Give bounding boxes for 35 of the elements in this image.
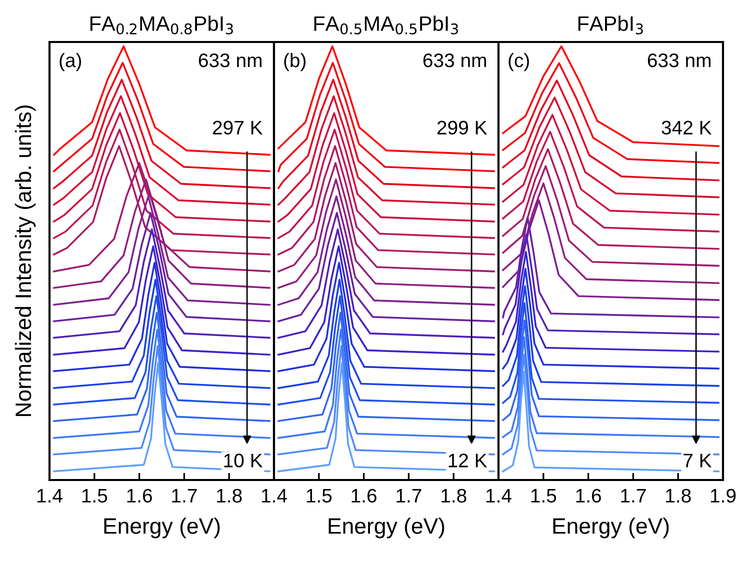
annotation: 12 K [448,454,488,468]
x-tick-label: 1.6 [576,488,601,503]
annotation: 297 K [212,120,263,135]
x-tick-label: 1.4 [486,489,512,502]
annotation: 633 nm [198,53,262,68]
x-tick-label: 1.8 [666,488,691,503]
x-tick-label: 1.6 [352,488,376,503]
x-tick-label: 1.8 [442,488,466,503]
x-tick-label: 1.4 [262,489,287,502]
chart-title: FAPbI$_{3}$ [578,16,643,34]
x-tick-label: 1.8 [217,488,242,503]
x-tick-label: 1.6 [127,488,152,503]
chart-title: FA$_{0.5}$MA$_{0.5}$PbI$_{3}$ [314,16,458,34]
annotation: (c) [508,52,529,72]
x-axis-title: Energy (eV) [104,518,220,538]
x-tick-label: 1.7 [396,489,422,502]
x-tick-label: 1.5 [531,489,556,503]
annotation: 10 K [224,454,263,468]
annotation: 342 K [662,120,712,135]
annotation: 299 K [437,120,488,135]
x-tick-label: 1.4 [37,489,62,502]
y-axis-title: Normalized Intensity (arb. units) [14,106,36,416]
annotation: (b) [284,52,306,72]
x-tick-label: 1.5 [82,489,108,503]
annotation: (a) [60,52,82,72]
annotation: 7 K [684,454,712,468]
x-axis-title: Energy (eV) [328,518,444,538]
x-tick-label: 1.7 [172,489,197,502]
x-tick-label: 1.9 [710,488,736,503]
x-axis-title: Energy (eV) [553,518,669,538]
chart-title: FA$_{0.2}$MA$_{0.8}$PbI$_{3}$ [90,16,233,34]
x-tick-label: 1.5 [306,489,332,503]
annotation: 633 nm [648,53,710,68]
x-tick-label: 1.7 [621,489,646,502]
annotation: 633 nm [423,53,486,68]
